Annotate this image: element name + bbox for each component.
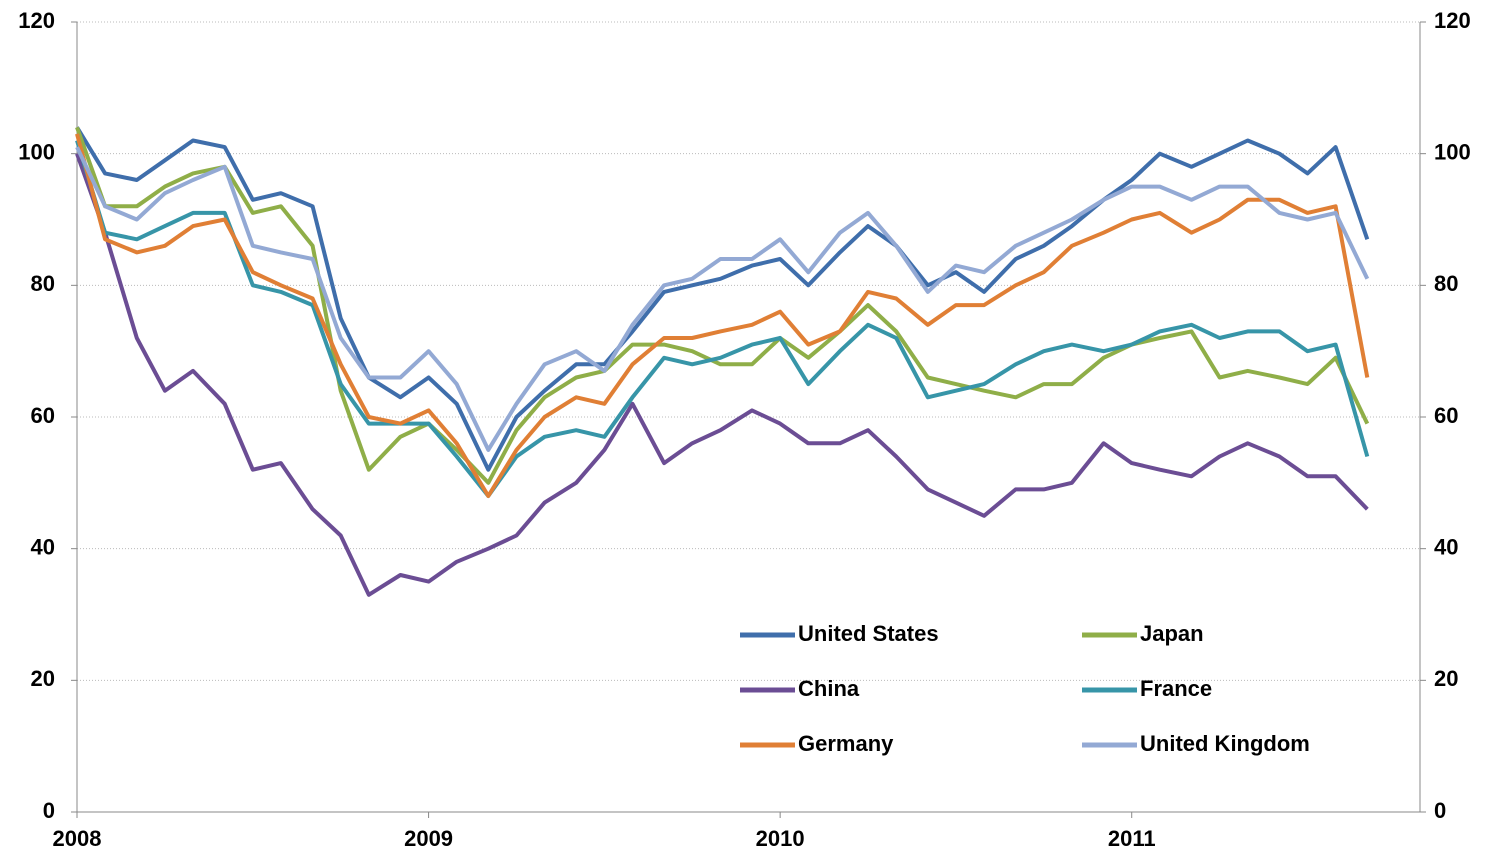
legend-label: France <box>1140 676 1212 701</box>
x-tick-label: 2008 <box>53 826 102 851</box>
x-tick-label: 2010 <box>756 826 805 851</box>
legend-label: Japan <box>1140 621 1204 646</box>
y2-tick-label: 80 <box>1434 271 1458 296</box>
legend-label: United States <box>798 621 939 646</box>
series-line <box>75 126 1370 472</box>
x-tick-label: 2011 <box>1108 826 1156 851</box>
y-tick-label: 80 <box>31 271 55 296</box>
series-line <box>75 146 1370 452</box>
y-tick-label: 0 <box>43 798 55 823</box>
x-tick-label: 2009 <box>404 826 453 851</box>
y2-tick-label: 40 <box>1434 534 1458 559</box>
y-tick-label: 100 <box>18 139 55 164</box>
legend-label: Germany <box>798 731 894 756</box>
y2-tick-label: 100 <box>1434 139 1471 164</box>
y2-tick-label: 60 <box>1434 403 1458 428</box>
legend-label: China <box>798 676 860 701</box>
y-tick-label: 120 <box>18 8 55 33</box>
legend-label: United Kingdom <box>1140 731 1310 756</box>
series-line <box>75 153 1369 597</box>
y-tick-label: 20 <box>31 666 55 691</box>
series-line <box>75 133 1370 498</box>
series-line <box>75 126 1370 485</box>
y-tick-label: 60 <box>31 403 55 428</box>
y2-tick-label: 20 <box>1434 666 1458 691</box>
y-tick-label: 40 <box>31 534 55 559</box>
y2-tick-label: 120 <box>1434 8 1471 33</box>
y2-tick-label: 0 <box>1434 798 1446 823</box>
series-line <box>75 139 1370 498</box>
